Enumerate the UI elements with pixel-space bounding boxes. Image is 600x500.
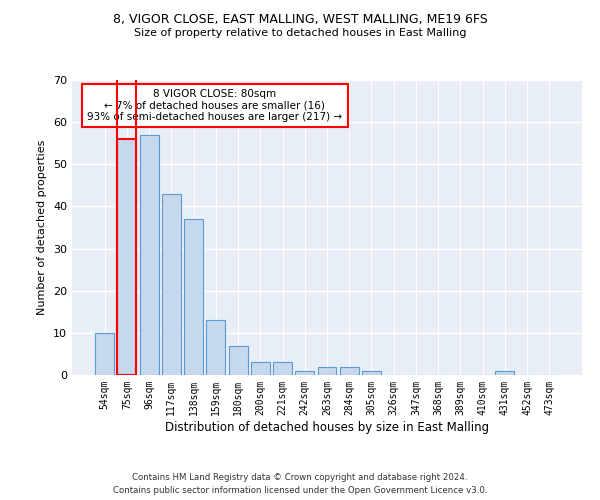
Bar bbox=[496, 371, 514, 375]
Bar bbox=[251, 362, 270, 375]
Text: 8 VIGOR CLOSE: 80sqm
← 7% of detached houses are smaller (16)
93% of semi-detach: 8 VIGOR CLOSE: 80sqm ← 7% of detached ho… bbox=[87, 89, 343, 122]
Bar bbox=[184, 219, 203, 375]
Text: Size of property relative to detached houses in East Malling: Size of property relative to detached ho… bbox=[134, 28, 466, 38]
Bar bbox=[340, 366, 359, 375]
X-axis label: Distribution of detached houses by size in East Malling: Distribution of detached houses by size … bbox=[165, 420, 489, 434]
Bar bbox=[206, 320, 225, 375]
Bar bbox=[362, 371, 381, 375]
Bar bbox=[295, 371, 314, 375]
Bar bbox=[273, 362, 292, 375]
Bar bbox=[118, 139, 136, 375]
Bar bbox=[229, 346, 248, 375]
Bar bbox=[162, 194, 181, 375]
Bar bbox=[317, 366, 337, 375]
Bar bbox=[95, 333, 114, 375]
Y-axis label: Number of detached properties: Number of detached properties bbox=[37, 140, 47, 315]
Bar bbox=[140, 135, 158, 375]
Text: 8, VIGOR CLOSE, EAST MALLING, WEST MALLING, ME19 6FS: 8, VIGOR CLOSE, EAST MALLING, WEST MALLI… bbox=[113, 12, 487, 26]
Text: Contains HM Land Registry data © Crown copyright and database right 2024.
Contai: Contains HM Land Registry data © Crown c… bbox=[113, 474, 487, 495]
